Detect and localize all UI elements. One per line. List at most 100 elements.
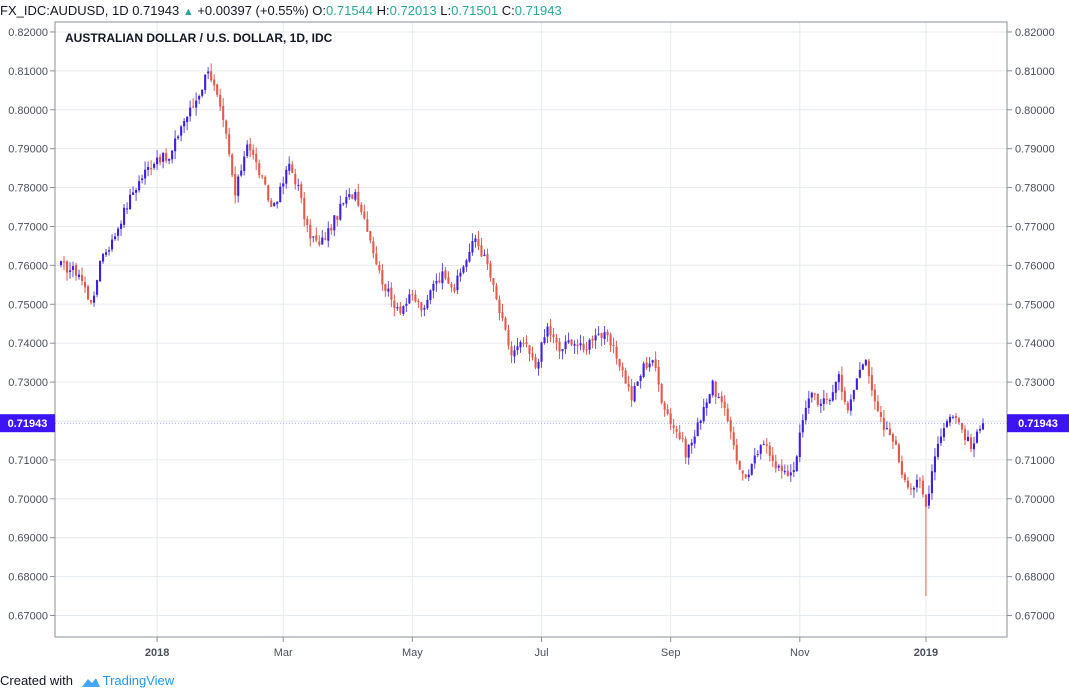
candle-body (132, 192, 135, 195)
y-tick-label-right: 0.80000 (1015, 105, 1055, 117)
candle-body (972, 443, 976, 450)
candle-body (930, 471, 933, 494)
candle-body (255, 153, 258, 163)
candle-body (264, 177, 267, 185)
candle-body (225, 120, 228, 134)
candle-body (543, 337, 546, 343)
candle-body (519, 342, 522, 348)
candle-body (471, 241, 474, 253)
candle-body (83, 281, 87, 288)
candle-body (897, 444, 900, 463)
candle-body (801, 420, 804, 433)
candle-body (654, 359, 657, 368)
candle-body (414, 294, 417, 302)
candle-body (333, 215, 336, 231)
candle-body (327, 228, 330, 241)
candle-body (426, 299, 429, 309)
candle-body (117, 228, 120, 236)
y-tick-label-right: 0.74000 (1015, 338, 1055, 350)
candle-body (615, 346, 618, 359)
candle-body (363, 211, 366, 219)
candle-body (486, 253, 489, 265)
candle-body (603, 332, 606, 339)
candle-body (71, 266, 75, 270)
y-tick-label-left: 0.80000 (8, 105, 48, 117)
candle-body (177, 136, 180, 139)
candle-body (375, 253, 378, 265)
tradingview-brand[interactable]: TradingView (102, 673, 175, 688)
candle-body (705, 402, 708, 408)
candle-body (342, 203, 345, 205)
candle-body (450, 284, 453, 288)
candle-body (561, 349, 564, 352)
candle-body (813, 393, 816, 395)
candle-body (684, 439, 687, 458)
high-value: 0.72013 (389, 3, 437, 18)
candle-body (945, 421, 949, 428)
candle-body (141, 178, 144, 181)
candle-body (120, 223, 123, 229)
y-tick-label-right: 0.70000 (1015, 494, 1055, 506)
tradingview-logo-icon (81, 677, 100, 687)
candle-body (693, 436, 696, 444)
candle-body (720, 396, 723, 403)
y-tick-label-right: 0.79000 (1015, 144, 1055, 156)
candle-body (885, 427, 888, 429)
y-tick-label-right: 0.78000 (1015, 183, 1055, 195)
candle-body (80, 275, 84, 281)
x-tick-label: Mar (274, 647, 293, 659)
candle-body (138, 181, 141, 191)
candle-body (432, 283, 435, 291)
candlestick-chart[interactable]: 0.82000 0.82000 0.81000 0.81000 0.80000 0.800… (0, 20, 1069, 670)
high-label: H: (376, 3, 390, 18)
candle-body (129, 194, 132, 210)
candle-body (459, 272, 462, 277)
candle-body (873, 389, 876, 402)
candle-body (711, 380, 714, 396)
y-tick-label-left: 0.77000 (8, 221, 48, 233)
plot-frame (54, 21, 1008, 638)
candle-body (549, 326, 552, 336)
candle-body (702, 406, 705, 422)
candle-body (273, 203, 276, 207)
candle-body (774, 461, 777, 469)
candle-body (624, 370, 627, 384)
y-tick-label-left: 0.69000 (8, 533, 48, 545)
candle-body (876, 401, 879, 411)
candle-body (68, 270, 72, 272)
candle-body (792, 470, 795, 472)
candle-body (732, 432, 735, 446)
candle-body (345, 197, 348, 204)
candle-body (462, 266, 465, 273)
candle-body (198, 96, 201, 100)
candle-body (183, 121, 186, 127)
candle-body (231, 154, 234, 175)
candle-body (180, 126, 183, 136)
price-tag-right (1007, 414, 1069, 433)
candle-body (633, 385, 636, 402)
candle-body (534, 357, 537, 368)
candle-body (672, 425, 675, 428)
candle-body (237, 176, 240, 196)
candle-body (246, 144, 249, 156)
candle-body (390, 287, 393, 300)
candle-body (723, 401, 726, 408)
candle-body (666, 409, 669, 414)
candle-body (300, 184, 303, 199)
candle-body (74, 265, 78, 276)
candle-body (717, 396, 720, 398)
candle-body (861, 364, 864, 370)
candle-body (552, 334, 555, 338)
y-tick-label-left: 0.68000 (8, 572, 48, 584)
candle-body (627, 383, 630, 387)
candle-body (696, 422, 699, 437)
candle-body (882, 417, 885, 430)
candle-body (504, 318, 507, 330)
candle-body (98, 261, 102, 282)
candle-body (609, 334, 612, 346)
candle-body (729, 420, 732, 432)
candle-body (291, 164, 294, 173)
x-tick-label: Nov (790, 647, 810, 659)
candle-body (279, 186, 282, 203)
candle-body (321, 237, 324, 245)
